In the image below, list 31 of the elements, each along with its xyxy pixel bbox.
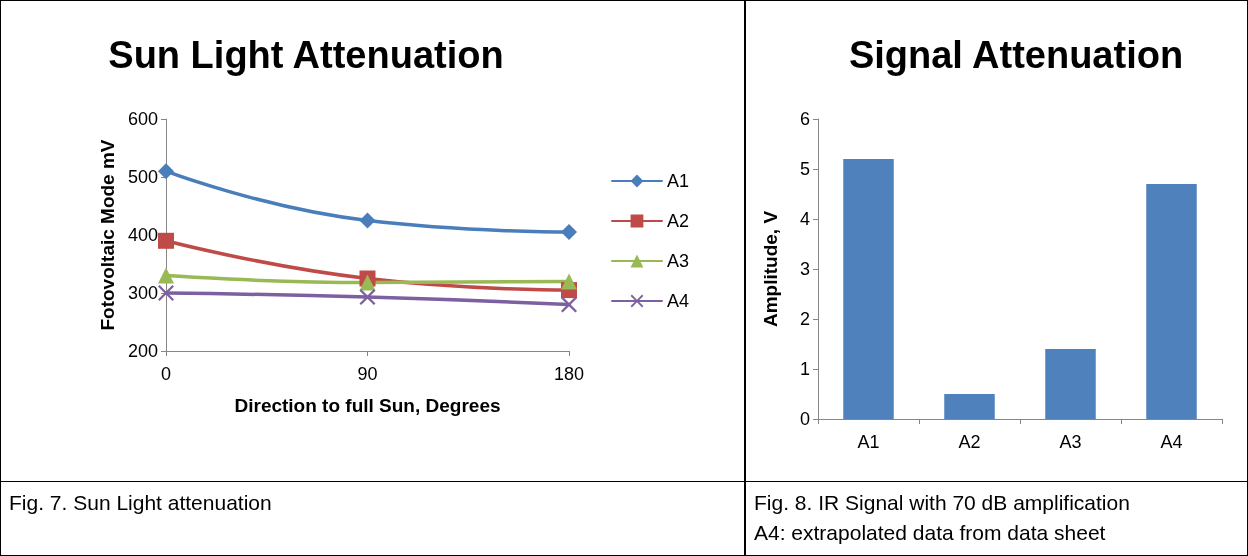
y-axis-title: Fotovoltaic Mode mV [97, 139, 119, 331]
chart-title: Sun Light Attenuation [108, 34, 504, 76]
y-tick-label: 600 [127, 109, 158, 129]
x-tick-label: 90 [357, 364, 378, 384]
y-tick-label: 0 [799, 409, 810, 429]
y-tick-label: 300 [127, 283, 158, 303]
y-axis-title: Amplitude, V [760, 210, 781, 328]
y-tick-label: 500 [127, 167, 158, 187]
caption: Fig. 7. Sun Light attenuation [9, 490, 273, 516]
x-tick-label: A2 [958, 432, 981, 452]
y-tick-label: 1 [799, 359, 810, 379]
legend-label: A1 [666, 171, 690, 191]
y-tick-label: 400 [127, 225, 158, 245]
x-tick-label: 180 [553, 364, 585, 384]
x-axis-title: Direction to full Sun, Degrees [234, 395, 501, 416]
x-tick-label: 0 [160, 364, 172, 384]
caption: Fig. 8. IR Signal with 70 dB amplification [754, 490, 1131, 516]
x-tick-label: A4 [1160, 432, 1183, 452]
legend-label: A2 [666, 211, 690, 231]
text: A4: extrapolated data from data sheet [754, 520, 1107, 546]
legend-label: A3 [666, 251, 690, 271]
legend-label: A4 [666, 291, 690, 311]
y-tick-label: 200 [127, 341, 158, 361]
y-tick-label: 2 [799, 309, 810, 329]
y-tick-label: 5 [799, 159, 810, 179]
y-tick-label: 3 [799, 259, 810, 279]
y-tick-label: 6 [799, 109, 810, 129]
chart-title: Signal Attenuation [848, 34, 1184, 76]
y-tick-label: 4 [799, 209, 810, 229]
x-tick-label: A3 [1059, 432, 1082, 452]
x-tick-label: A1 [857, 432, 880, 452]
